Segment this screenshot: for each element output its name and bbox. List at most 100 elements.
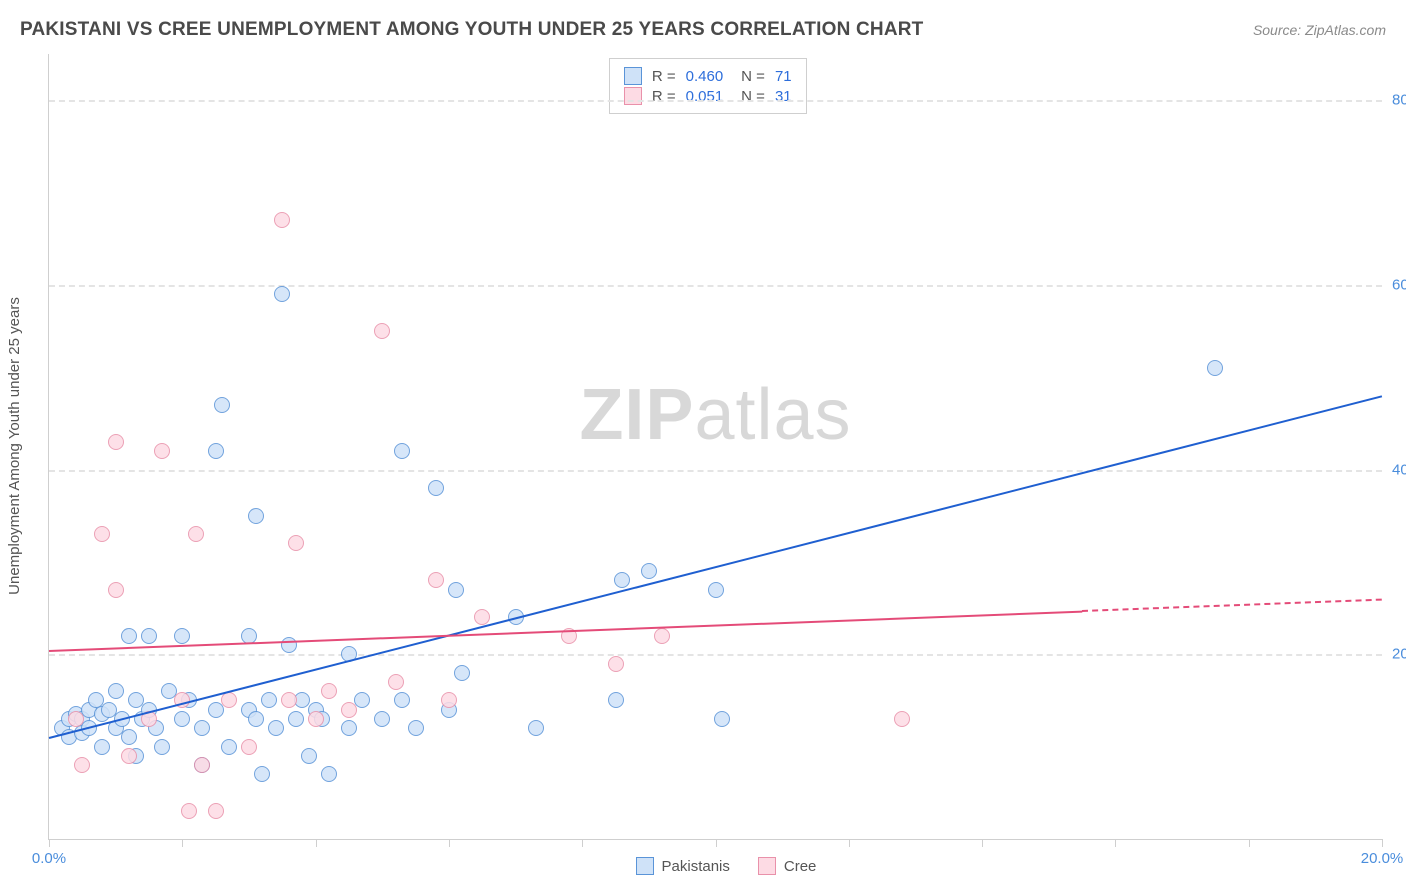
r-value-pakistanis: 0.460 [686,68,724,85]
x-tick [316,839,317,847]
data-point-cree [441,692,457,708]
legend-swatch-cree [758,857,776,875]
swatch-pakistanis [624,67,642,85]
data-point-cree [308,711,324,727]
data-point-pakistanis [154,739,170,755]
x-tick [1249,839,1250,847]
data-point-pakistanis [641,563,657,579]
stats-row-cree: R = 0.051 N = 31 [624,87,792,105]
y-tick-label: 60.0% [1392,276,1406,293]
y-tick-label: 20.0% [1392,646,1406,663]
n-label: N = [741,68,765,85]
source-label: Source: ZipAtlas.com [1253,22,1386,38]
gridline [49,654,1382,656]
data-point-cree [94,526,110,542]
data-point-pakistanis [448,582,464,598]
data-point-pakistanis [321,766,337,782]
data-point-cree [74,757,90,773]
data-point-pakistanis [528,720,544,736]
data-point-cree [194,757,210,773]
x-tick [849,839,850,847]
trendline [1082,599,1382,612]
data-point-pakistanis [608,692,624,708]
data-point-cree [241,739,257,755]
trendline [49,610,1082,651]
data-point-pakistanis [708,582,724,598]
x-tick [49,839,50,847]
data-point-pakistanis [394,443,410,459]
x-tick [1382,839,1383,847]
gridline [49,100,1382,102]
gridline [49,470,1382,472]
data-point-cree [221,692,237,708]
data-point-cree [281,692,297,708]
data-point-cree [121,748,137,764]
y-tick-label: 80.0% [1392,92,1406,109]
data-point-cree [321,683,337,699]
data-point-pakistanis [174,711,190,727]
data-point-cree [68,711,84,727]
data-point-cree [374,323,390,339]
x-tick [449,839,450,847]
data-point-cree [208,803,224,819]
n-value-pakistanis: 71 [775,68,792,85]
data-point-pakistanis [121,628,137,644]
stats-box: R = 0.460 N = 71 R = 0.051 N = 31 [609,58,807,114]
data-point-pakistanis [94,739,110,755]
legend-swatch-pakistanis [636,857,654,875]
data-point-pakistanis [428,480,444,496]
x-tick [182,839,183,847]
data-point-cree [274,212,290,228]
legend: Pakistanis Cree [636,857,817,875]
legend-label-pakistanis: Pakistanis [662,858,730,875]
x-tick [716,839,717,847]
data-point-pakistanis [248,508,264,524]
gridline [49,285,1382,287]
watermark: ZIPatlas [579,374,851,456]
data-point-pakistanis [221,739,237,755]
data-point-cree [894,711,910,727]
data-point-pakistanis [194,720,210,736]
x-tick-label: 0.0% [32,850,66,867]
data-point-pakistanis [141,628,157,644]
data-point-pakistanis [208,443,224,459]
data-point-cree [181,803,197,819]
data-point-pakistanis [394,692,410,708]
data-point-cree [154,443,170,459]
legend-item-cree: Cree [758,857,817,875]
y-axis-label: Unemployment Among Youth under 25 years [6,297,23,595]
data-point-pakistanis [614,572,630,588]
r-label: R = [652,68,676,85]
y-tick-label: 40.0% [1392,461,1406,478]
data-point-cree [108,582,124,598]
data-point-pakistanis [254,766,270,782]
data-point-pakistanis [288,711,304,727]
data-point-cree [474,609,490,625]
data-point-cree [654,628,670,644]
data-point-cree [288,535,304,551]
data-point-pakistanis [108,683,124,699]
data-point-pakistanis [261,692,277,708]
data-point-pakistanis [274,286,290,302]
legend-item-pakistanis: Pakistanis [636,857,730,875]
data-point-pakistanis [281,637,297,653]
chart-plot-area: ZIPatlas R = 0.460 N = 71 R = 0.051 N = … [48,54,1382,840]
data-point-pakistanis [1207,360,1223,376]
stats-row-pakistanis: R = 0.460 N = 71 [624,67,792,85]
x-tick [582,839,583,847]
data-point-cree [108,434,124,450]
data-point-pakistanis [248,711,264,727]
data-point-pakistanis [408,720,424,736]
data-point-cree [428,572,444,588]
x-tick [982,839,983,847]
x-tick [1115,839,1116,847]
trendline [49,396,1382,740]
data-point-pakistanis [374,711,390,727]
data-point-cree [608,656,624,672]
swatch-cree [624,87,642,105]
x-tick-label: 20.0% [1361,850,1404,867]
data-point-cree [188,526,204,542]
data-point-pakistanis [268,720,284,736]
data-point-pakistanis [301,748,317,764]
data-point-pakistanis [714,711,730,727]
